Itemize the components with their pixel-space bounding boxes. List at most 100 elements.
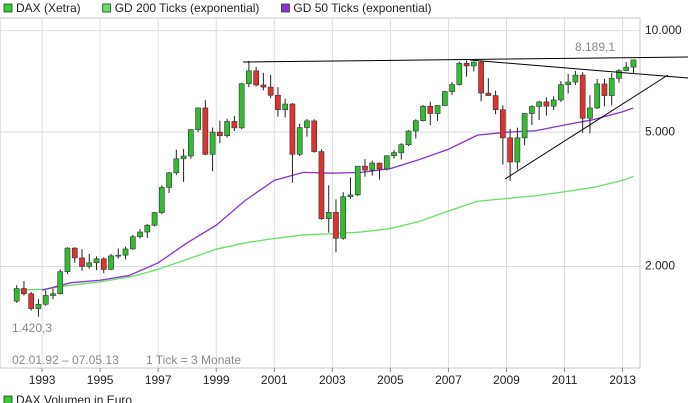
- legend-swatch: [281, 3, 290, 13]
- candle-body: [238, 83, 245, 129]
- date-range: 02.01.92 – 07.05.13: [12, 353, 119, 367]
- candle-body: [412, 120, 419, 132]
- candle-body: [325, 212, 332, 220]
- candle-body: [224, 121, 230, 137]
- candle-body: [122, 248, 129, 256]
- candle-body: [267, 86, 274, 96]
- legend-swatch: [3, 3, 13, 13]
- candle-body: [420, 105, 426, 121]
- candle-body: [202, 107, 209, 155]
- candle-body: [463, 63, 470, 67]
- candle-body: [64, 247, 71, 272]
- candle-body: [521, 113, 528, 139]
- x-tick-label: 1999: [203, 373, 230, 387]
- trend-line: [504, 74, 669, 180]
- footer-legend-swatch: [3, 395, 13, 403]
- x-tick-label: 2003: [319, 373, 346, 387]
- candle-body: [630, 59, 637, 68]
- x-tick-label: 2001: [261, 373, 288, 387]
- candle-body: [398, 144, 405, 153]
- x-tick-label: 2005: [377, 373, 404, 387]
- x-tick-label: 1997: [145, 373, 172, 387]
- candle-body: [376, 162, 383, 170]
- candle-body: [21, 288, 27, 295]
- legend-label: DAX (Xetra): [16, 1, 81, 15]
- candle-body: [187, 129, 194, 157]
- candle-body: [478, 61, 484, 94]
- candle-body: [129, 236, 136, 250]
- candle-body: [514, 137, 521, 163]
- candle-body: [485, 92, 492, 96]
- footer-legend: DAX Volumen in Euro: [16, 393, 132, 403]
- candle-body: [71, 247, 78, 259]
- candle-body: [623, 66, 630, 71]
- moving-average-line: [13, 175, 634, 291]
- candle-body: [275, 94, 281, 110]
- candle-body: [572, 74, 579, 83]
- candle-body: [50, 293, 56, 296]
- x-tick-label: 2009: [493, 373, 520, 387]
- candle-body: [79, 257, 85, 267]
- candle-body: [340, 196, 347, 239]
- candle-body: [311, 120, 318, 152]
- y-tick-label: 2.000: [645, 259, 675, 273]
- candle-body: [166, 172, 172, 188]
- candle-body: [304, 120, 310, 128]
- candle-body: [115, 254, 122, 257]
- candle-body: [601, 83, 608, 96]
- candle-body: [369, 162, 376, 171]
- candle-body: [441, 91, 448, 106]
- candle-body: [333, 212, 339, 239]
- legend-label: GD 50 Ticks (exponential): [293, 1, 431, 15]
- moving-average-line: [41, 107, 634, 291]
- candle-body: [289, 103, 296, 155]
- legend: DAX (Xetra) GD 200 Ticks (exponential) GD …: [3, 1, 431, 15]
- candle-body: [158, 187, 165, 213]
- y-tick-label: 10.000: [645, 23, 682, 37]
- legend-swatch: [102, 3, 112, 13]
- candle-body: [543, 101, 550, 107]
- candle-body: [449, 84, 455, 92]
- candle-body: [144, 224, 151, 233]
- x-tick-label: 2011: [552, 373, 578, 387]
- moving-averages: [13, 107, 634, 291]
- candle-body: [296, 127, 303, 155]
- candle-body: [391, 152, 397, 157]
- candle-body: [108, 255, 114, 270]
- candle-body: [565, 81, 572, 85]
- trend-line: [242, 56, 688, 63]
- candle-body: [354, 165, 361, 196]
- legend-label: GD 200 Ticks (exponential): [115, 1, 260, 15]
- candle-body: [100, 258, 107, 270]
- candle-body: [383, 155, 390, 170]
- candle-body: [579, 74, 586, 119]
- x-tick-label: 2007: [435, 373, 462, 387]
- candle-body: [507, 137, 513, 163]
- x-tick-label: 2013: [609, 373, 636, 387]
- candle-body: [405, 130, 412, 146]
- candle-body: [536, 101, 542, 107]
- candle-body: [173, 158, 180, 174]
- candle-body: [434, 105, 441, 114]
- candle-body: [231, 121, 238, 129]
- candle-body: [42, 295, 49, 305]
- candle-body: [587, 107, 593, 119]
- candle-body: [616, 70, 622, 79]
- candle-body: [253, 70, 259, 86]
- candle-body: [93, 258, 100, 264]
- low-value: 1.420,3: [12, 321, 52, 335]
- candle-body: [558, 84, 564, 101]
- x-tick-label: 1995: [87, 373, 114, 387]
- candle-body: [427, 105, 434, 114]
- candle-body: [86, 262, 93, 267]
- candle-body: [246, 70, 252, 85]
- candle-body: [529, 106, 535, 114]
- candle-body: [13, 288, 20, 302]
- candle-body: [217, 131, 223, 137]
- candle-body: [260, 84, 267, 88]
- trend-line: [469, 59, 688, 79]
- last-value: 8.189,1: [575, 40, 615, 54]
- candles: [13, 59, 637, 317]
